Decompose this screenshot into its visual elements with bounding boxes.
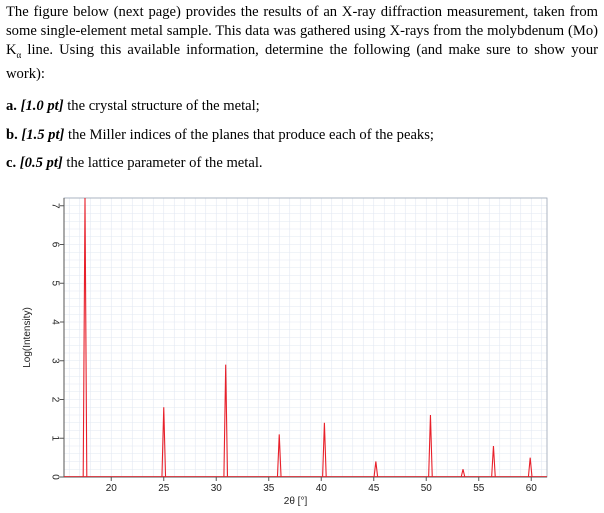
question-c: c. [0.5 pt] the lattice parameter of the… [6,154,263,173]
question-text: the crystal structure of the metal; [63,98,260,114]
question-label: b. [6,127,18,143]
peak-6 [373,461,379,478]
x-tick-label: 30 [211,483,223,494]
problem-intro: The figure below (next page) provides th… [6,3,598,84]
question-text: the lattice parameter of the metal. [62,155,263,171]
y-tick-label: 2 [49,397,60,403]
peak-9 [491,445,496,478]
peak-2 [161,407,167,478]
question-label: a. [6,98,17,114]
y-tick-label: 0 [49,474,60,480]
x-tick-label: 40 [316,483,328,494]
y-tick-label: 5 [49,280,60,286]
question-a: a. [1.0 pt] the crystal structure of the… [6,97,260,116]
question-label: c. [6,155,17,171]
x-axis-title: 2θ [°] [284,496,308,507]
x-tick-label: 35 [263,483,275,494]
y-tick-label: 4 [49,319,60,325]
y-axis-title: Log(Intensity) [22,307,33,368]
question-points: [1.5 pt] [21,127,65,143]
peak-3 [223,364,229,478]
peak-10 [527,457,533,478]
question-b: b. [1.5 pt] the Miller indices of the pl… [6,126,434,145]
question-text: the Miller indices of the planes that pr… [64,127,434,143]
x-tick-label: 45 [368,483,380,494]
intro-text-1: The figure below (next page) provides th… [6,4,598,58]
x-tick-label: 20 [106,483,118,494]
y-tick-label: 3 [49,358,60,364]
peak-4 [276,434,282,478]
x-tick-label: 25 [158,483,170,494]
question-points: [0.5 pt] [19,155,63,171]
peak-8 [460,469,466,478]
y-tick-label: 6 [49,242,60,248]
x-tick-label: 60 [526,483,538,494]
y-tick-label: 7 [49,203,60,209]
y-tick-label: 1 [49,435,60,441]
peak-5 [322,422,327,478]
peak-7 [428,414,433,478]
question-points: [1.0 pt] [20,98,64,114]
k-alpha-subscript: α [16,49,22,60]
peak-1 [82,197,88,478]
x-tick-label: 50 [421,483,433,494]
x-tick-label: 55 [473,483,485,494]
intro-text-2: line. Using this available information, … [6,42,598,82]
